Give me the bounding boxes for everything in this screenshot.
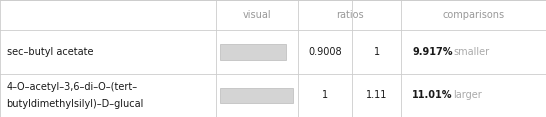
Text: visual: visual [242, 10, 271, 20]
Text: 1.11: 1.11 [366, 90, 388, 100]
Text: smaller: smaller [453, 47, 489, 57]
Text: 1: 1 [322, 90, 328, 100]
Text: 0.9008: 0.9008 [308, 47, 342, 57]
Text: sec–butyl acetate: sec–butyl acetate [7, 47, 93, 57]
Bar [220, 88, 293, 103]
Text: butyldimethylsilyl)–D–glucal: butyldimethylsilyl)–D–glucal [7, 99, 144, 109]
Text: 1: 1 [373, 47, 380, 57]
Text: comparisons: comparisons [443, 10, 505, 20]
Text: 11.01%: 11.01% [412, 90, 453, 100]
Text: larger: larger [453, 90, 482, 100]
Text: 4–O–acetyl–3,6–di–O–(tert–: 4–O–acetyl–3,6–di–O–(tert– [7, 82, 138, 92]
Text: ratios: ratios [336, 10, 363, 20]
Text: 9.917%: 9.917% [412, 47, 453, 57]
Bar [220, 44, 286, 60]
